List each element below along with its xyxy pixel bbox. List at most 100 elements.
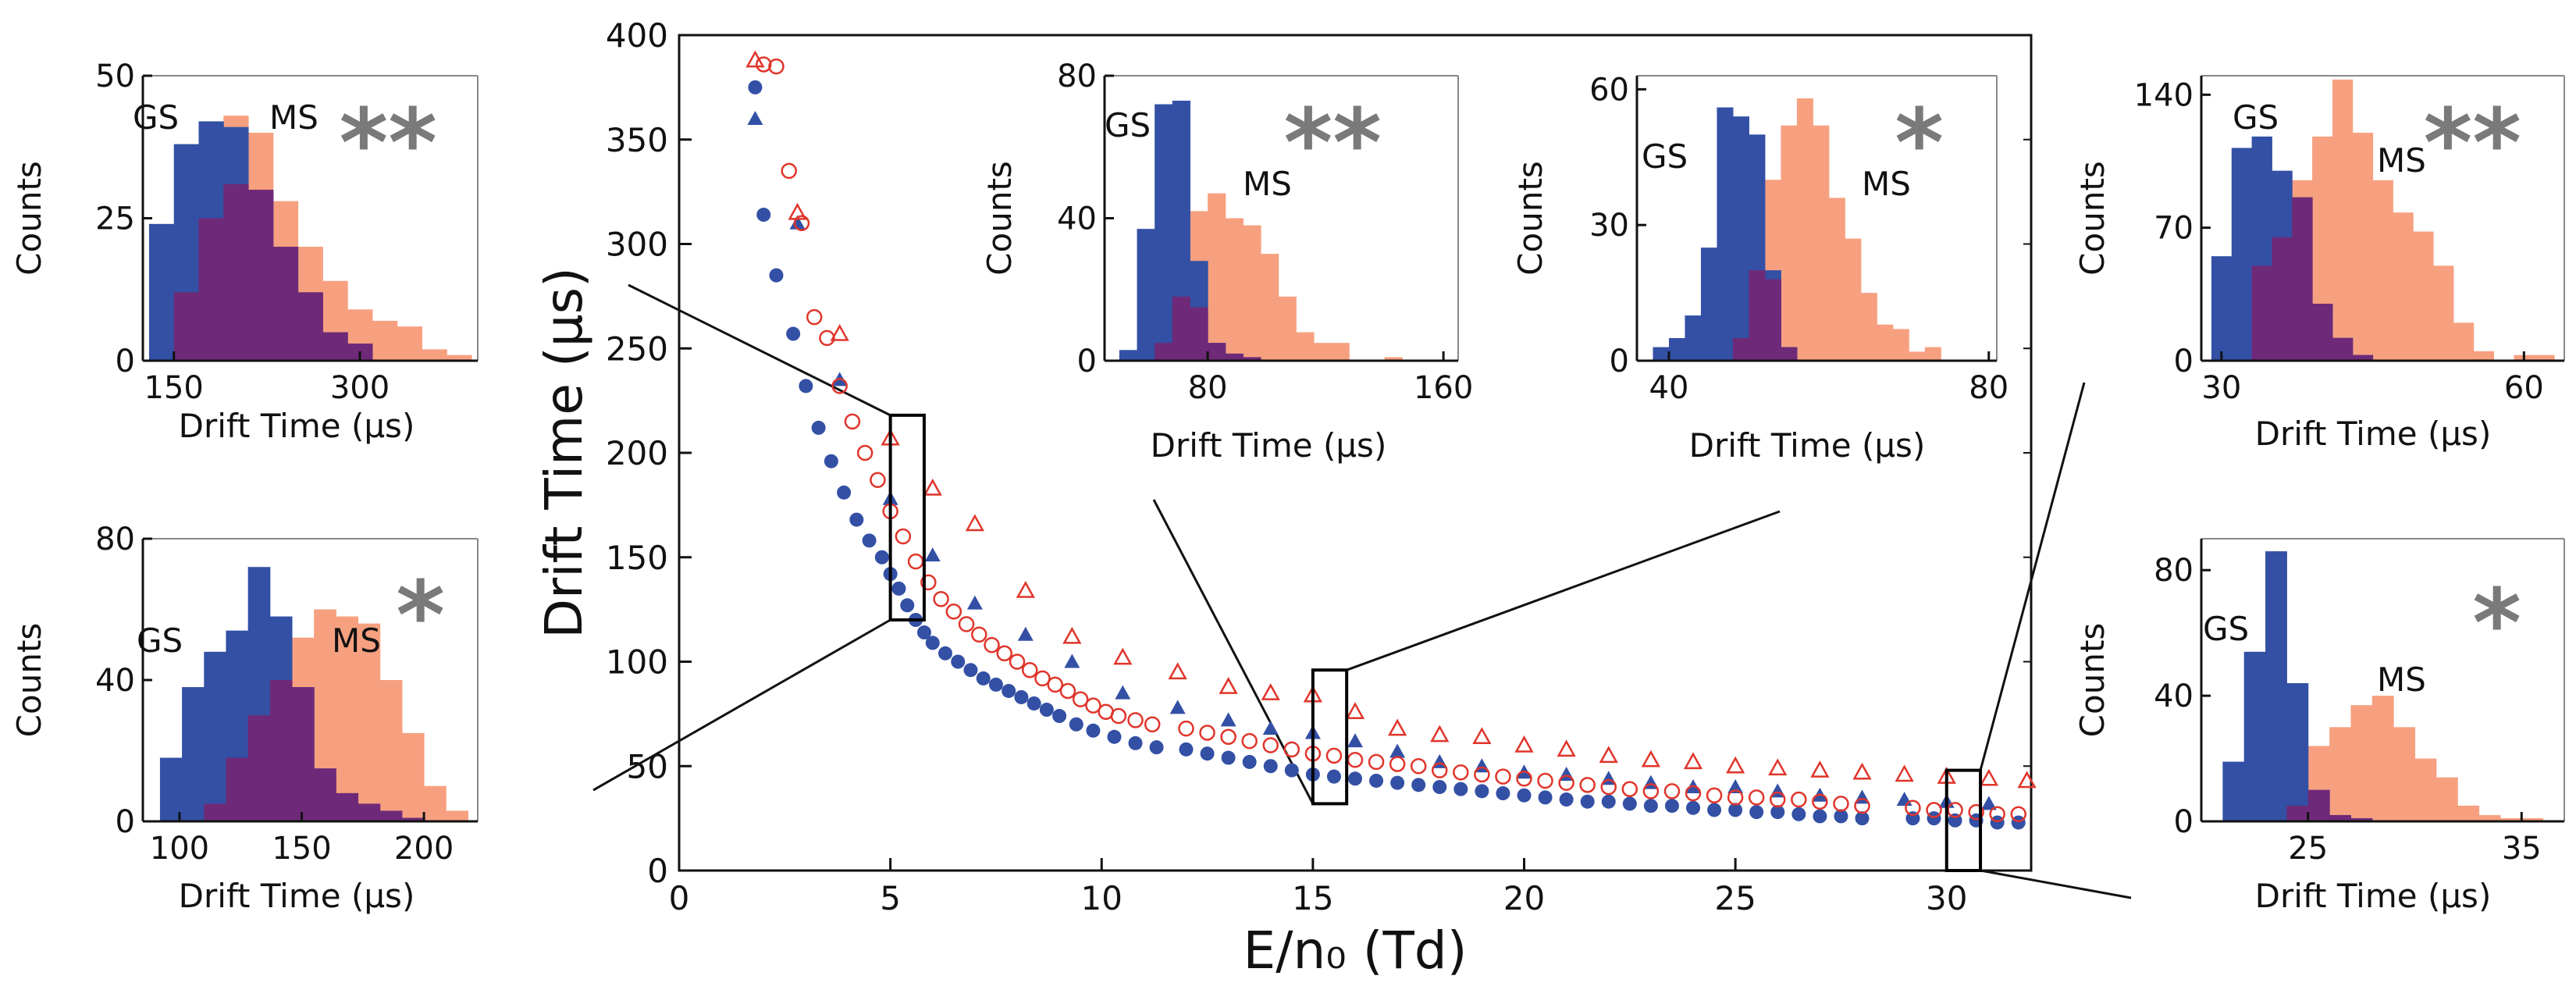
- ms-histogram-bar: [1796, 98, 1813, 361]
- ms-triangle-point: [745, 50, 765, 68]
- inset-y-tick-label: 0: [2174, 344, 2194, 379]
- gs-circle-point: [1390, 775, 1405, 790]
- overlap-histogram-bar: [2332, 337, 2354, 361]
- gs-histogram-bar: [1119, 350, 1138, 361]
- overlap-histogram-bar: [379, 810, 403, 821]
- ms-histogram-bar: [1261, 254, 1279, 361]
- inset-y-tick-label: 80: [1057, 59, 1097, 94]
- inset-y-tick-label: 80: [2154, 553, 2194, 589]
- gs-circle-point: [900, 598, 915, 613]
- hist-5td-single: 100 150 200 0 40 80 Drift Time (μs) Counts GS MS *: [10, 522, 479, 915]
- ms-circle-point: [1516, 771, 1532, 787]
- gs-circle-point: [1179, 742, 1194, 757]
- y-tick-label: 150: [606, 539, 668, 577]
- inset-x-tick-label: 35: [2502, 831, 2542, 867]
- gs-histogram-bar: [1172, 100, 1190, 361]
- overlap-histogram-bar: [336, 792, 359, 821]
- overlap-histogram-bar: [1781, 347, 1798, 361]
- ms-triangle-point: [1388, 718, 1407, 736]
- ms-circle-point: [1621, 781, 1638, 797]
- ms-circle-point: [1579, 777, 1596, 793]
- y-tick-label: 250: [606, 329, 668, 368]
- ms-circle-point: [1685, 785, 1702, 802]
- ms-circle-point: [1199, 725, 1215, 741]
- overlap-histogram-bar: [358, 803, 381, 821]
- gs-triangle-point: [1064, 653, 1080, 668]
- inset-x-tick-label: 200: [394, 831, 454, 867]
- significance-marker: *: [1895, 90, 1944, 198]
- overlap-histogram-bar: [1764, 279, 1781, 361]
- overlap-histogram-bar: [2292, 197, 2313, 361]
- ms-circle-point: [1059, 682, 1076, 700]
- inset-y-tick-label: 0: [2174, 804, 2194, 840]
- hist-15td-single: 40 80 0 30 60 Drift Time (μs) Counts GS MS*: [1511, 72, 2008, 465]
- y-tick-label: 400: [606, 16, 668, 55]
- inset-x-axis-label: Drift Time (μs): [179, 877, 415, 915]
- ms-circle-point: [1220, 728, 1236, 746]
- ms-label: MS: [269, 98, 318, 137]
- ms-circle-point: [1178, 720, 1194, 737]
- ms-histogram-bar: [2352, 133, 2374, 361]
- inset-x-axis-label: Drift Time (μs): [2255, 415, 2492, 453]
- x-tick-label: 15: [1292, 879, 1333, 917]
- inset-y-tick-label: 40: [2154, 678, 2194, 714]
- gs-triangle-point: [1169, 700, 1186, 714]
- ms-histogram-bar: [2473, 351, 2495, 361]
- y-axis-label: Drift Time (μs): [534, 267, 594, 639]
- ms-histogram-bar: [447, 354, 472, 361]
- hist-30td-double: 30 60 0 70 140 Drift Time (μs) Counts GS MS**: [2073, 75, 2565, 453]
- ms-histogram-bar: [1845, 238, 1862, 361]
- gs-circle-point: [1580, 794, 1595, 809]
- ms-circle-point: [831, 378, 848, 394]
- gs-circle-point: [1069, 717, 1083, 732]
- gs-circle-point: [1014, 689, 1029, 704]
- ms-circle-point: [1110, 707, 1127, 725]
- ms-histogram-bar: [336, 616, 359, 821]
- ms-histogram-bar: [2414, 758, 2437, 821]
- gs-circle-point: [1791, 807, 1806, 821]
- gs-histogram-bar: [1717, 107, 1734, 361]
- gs-triangle-point: [1980, 796, 1997, 810]
- gs-circle-point: [837, 485, 852, 500]
- ms-triangle-point: [1514, 735, 1534, 753]
- gs-circle-point: [1686, 800, 1700, 815]
- main-drift-time-plot: 0 5 10 15 20 25 30050100150200250300350400E/n₀…: [534, 16, 2037, 981]
- gs-circle-point: [1263, 759, 1278, 774]
- y-tick-label: 200: [606, 434, 668, 472]
- gs-circle-point: [1326, 769, 1341, 784]
- gs-circle-point: [1369, 773, 1384, 788]
- hist-30td-single: 25 35 0 40 80 Drift Time (μs) Counts GS MS *: [2073, 538, 2565, 915]
- ms-histogram-bar: [372, 320, 398, 361]
- ms-circle-point: [933, 591, 949, 607]
- ms-triangle-point: [965, 514, 984, 532]
- ms-circle-point: [1812, 793, 1828, 810]
- ms-histogram-bar: [2371, 696, 2394, 821]
- overlap-histogram-bar: [204, 803, 226, 821]
- ms-circle-point: [1325, 747, 1343, 764]
- inset-x-tick-label: 80: [1188, 370, 1228, 406]
- ms-triangle-point: [1113, 647, 1133, 665]
- gs-circle-point: [1002, 683, 1016, 698]
- ms-circle-point: [856, 444, 873, 461]
- ms-histogram-bar: [424, 785, 447, 821]
- gs-circle-point: [874, 550, 889, 564]
- gs-circle-point: [938, 646, 952, 661]
- gs-histogram-bar: [2243, 651, 2266, 821]
- gs-label: GS: [133, 98, 179, 137]
- inset-y-axis-label: Counts: [980, 161, 1019, 276]
- gs-label: GS: [2203, 610, 2249, 648]
- ms-triangle-point: [1895, 764, 1914, 782]
- ms-histogram-bar: [1296, 332, 1315, 361]
- ms-histogram-bar: [1278, 296, 1297, 361]
- gs-circle-point: [811, 420, 826, 435]
- ms-histogram-bar: [1331, 343, 1350, 361]
- gs-circle-point: [1052, 709, 1067, 724]
- x-tick-label: 10: [1081, 879, 1123, 917]
- ms-circle-point: [793, 215, 810, 231]
- ms-histogram-bar: [2332, 79, 2354, 361]
- inset-y-tick-label: 0: [116, 344, 135, 379]
- overlap-histogram-bar: [322, 332, 348, 361]
- ms-label: MS: [2377, 661, 2426, 699]
- inset-x-tick-label: 40: [1649, 370, 1689, 406]
